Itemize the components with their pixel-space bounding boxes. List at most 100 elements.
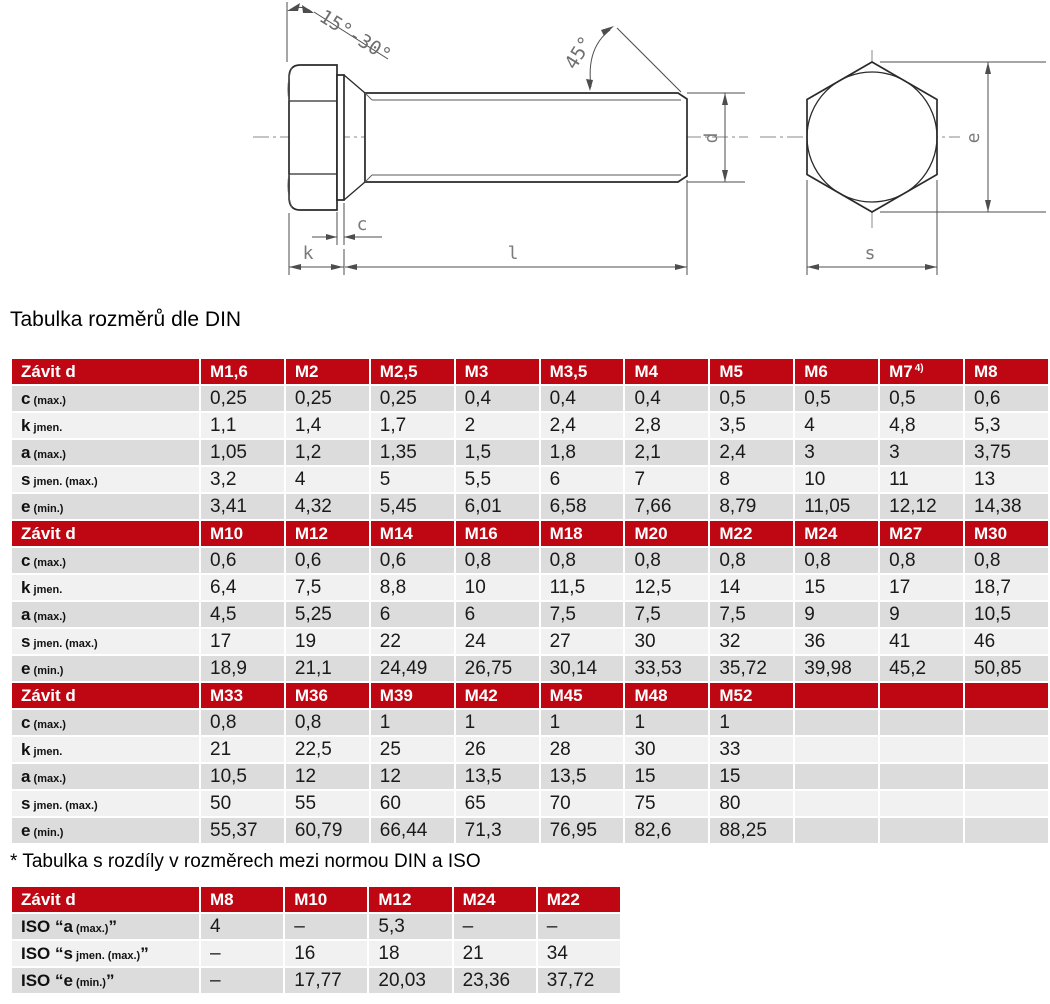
dimension-qualifier: jmen. (max.) bbox=[30, 475, 98, 488]
dimension-qualifier: jmen. bbox=[30, 583, 63, 596]
value-cell: 4,32 bbox=[285, 494, 369, 519]
size-header-cell: M18 bbox=[540, 521, 624, 546]
value-cell: 66,44 bbox=[370, 818, 454, 843]
iso-table: Závit d M8 M10 M12 M24 M22 ISO “a (max.)” 4–5,3… bbox=[10, 885, 622, 995]
value-cell: 4,8 bbox=[880, 413, 964, 438]
value-cell: 30 bbox=[625, 629, 709, 654]
value-cell: 0,8 bbox=[710, 548, 794, 573]
dimension-qualifier: (max.) bbox=[30, 556, 66, 569]
dimension-label-cell: s jmen. (max.) bbox=[12, 791, 199, 816]
value-cell bbox=[795, 818, 879, 843]
value-cell: 60,79 bbox=[285, 818, 369, 843]
value-cell: 15 bbox=[710, 764, 794, 789]
threaded-shank bbox=[364, 92, 688, 183]
value-cell: 6 bbox=[370, 602, 454, 627]
dimension-c: c bbox=[312, 203, 382, 245]
size-header-row: Závit d M8 M10 M12 M24 M22 bbox=[12, 887, 620, 912]
size-header-cell: M2 bbox=[285, 359, 369, 384]
value-cell: 4 bbox=[285, 467, 369, 492]
value-cell: 6,4 bbox=[201, 575, 284, 600]
value-cell: 25 bbox=[370, 737, 454, 762]
size-header-cell: M45 bbox=[540, 683, 624, 708]
value-cell: 30 bbox=[625, 737, 709, 762]
value-cell: 0,8 bbox=[285, 710, 369, 735]
value-cell: 30,14 bbox=[540, 656, 624, 681]
size-header-cell: M24 bbox=[795, 521, 879, 546]
value-cell: 14,38 bbox=[965, 494, 1048, 519]
iso-symbol: ISO “a bbox=[21, 916, 73, 936]
iso-qualifier: (min.) bbox=[72, 976, 106, 989]
head-chamfer-arcs bbox=[287, 66, 293, 209]
dimension-head-angle: 15°-30° bbox=[286, 2, 395, 67]
value-cell: – bbox=[537, 914, 620, 939]
value-cell bbox=[795, 710, 879, 735]
dimension-label-cell: e (min.) bbox=[12, 818, 199, 843]
value-cell: 3 bbox=[880, 440, 964, 465]
value-cell: 1,4 bbox=[285, 413, 369, 438]
value-cell: 2 bbox=[455, 413, 539, 438]
value-cell: 0,4 bbox=[455, 386, 539, 411]
dimension-label-cell: a (max.) bbox=[12, 764, 199, 789]
value-cell: 65 bbox=[455, 791, 539, 816]
dimension-l: l bbox=[345, 180, 688, 275]
value-cell: 50,85 bbox=[965, 656, 1048, 681]
value-cell: 5,5 bbox=[455, 467, 539, 492]
value-cell: 17,77 bbox=[285, 968, 368, 993]
value-cell: 26,75 bbox=[455, 656, 539, 681]
value-cell: 13,5 bbox=[455, 764, 539, 789]
value-cell: – bbox=[201, 941, 284, 966]
value-cell bbox=[880, 737, 964, 762]
hexagon-outline bbox=[806, 61, 938, 213]
dimension-label-cell: e (min.) bbox=[12, 494, 199, 519]
value-cell: 24 bbox=[455, 629, 539, 654]
value-cell: 6 bbox=[455, 602, 539, 627]
dimension-label-cell: k jmen. bbox=[12, 413, 199, 438]
corner-header-cell: Závit d bbox=[12, 359, 199, 384]
size-header-row: Závit d M10 M12 M14 M16 M18 M20 M22 M24 M27 M30 bbox=[12, 521, 1048, 546]
dimension-qualifier: (max.) bbox=[30, 718, 66, 731]
size-header-cell bbox=[795, 683, 879, 708]
dimension-s: s bbox=[806, 180, 938, 275]
size-header-cell: M2,5 bbox=[370, 359, 454, 384]
dimension-d: d bbox=[687, 92, 745, 183]
dimension-symbol: e bbox=[21, 658, 31, 678]
size-header-cell: M27 bbox=[880, 521, 964, 546]
dimension-symbol: a bbox=[21, 442, 31, 462]
size-header-cell: M39 bbox=[370, 683, 454, 708]
value-cell: 0,6 bbox=[285, 548, 369, 573]
value-cell: 60 bbox=[370, 791, 454, 816]
value-cell: 3,5 bbox=[710, 413, 794, 438]
size-header-cell: M1,6 bbox=[201, 359, 284, 384]
head-face-lines bbox=[289, 100, 337, 175]
value-cell: 1 bbox=[540, 710, 624, 735]
size-header-cell: M8 bbox=[965, 359, 1048, 384]
value-cell: 55 bbox=[285, 791, 369, 816]
value-cell bbox=[795, 764, 879, 789]
dim-e-label: e bbox=[963, 133, 984, 144]
head-angle-label: 15°-30° bbox=[315, 6, 395, 67]
iso-closing-quote: ” bbox=[105, 970, 115, 990]
value-cell: 13,5 bbox=[540, 764, 624, 789]
value-cell: 2,1 bbox=[625, 440, 709, 465]
value-cell: 23,36 bbox=[453, 968, 536, 993]
washer-face bbox=[336, 74, 345, 201]
footnote-marker: 4) bbox=[914, 362, 924, 374]
value-cell: 0,25 bbox=[285, 386, 369, 411]
size-header-cell bbox=[965, 683, 1048, 708]
value-cell bbox=[880, 764, 964, 789]
size-header-cell: M3 bbox=[455, 359, 539, 384]
value-cell: 37,72 bbox=[537, 968, 620, 993]
value-cell: 15 bbox=[625, 764, 709, 789]
dimension-qualifier: (max.) bbox=[30, 772, 66, 785]
dimension-row: e (min.) 18,9 21,1 24,49 26,75 30,14 33,53 35,7… bbox=[12, 656, 1048, 681]
size-header-cell: M16 bbox=[455, 521, 539, 546]
value-cell: 1 bbox=[710, 710, 794, 735]
value-cell bbox=[795, 737, 879, 762]
size-header-cell: M5 bbox=[710, 359, 794, 384]
dimension-qualifier: jmen. bbox=[30, 421, 63, 434]
value-cell bbox=[965, 764, 1048, 789]
value-cell: 55,37 bbox=[201, 818, 284, 843]
value-cell: 0,8 bbox=[795, 548, 879, 573]
value-cell: 45,2 bbox=[880, 656, 964, 681]
size-header-cell: M4 bbox=[625, 359, 709, 384]
